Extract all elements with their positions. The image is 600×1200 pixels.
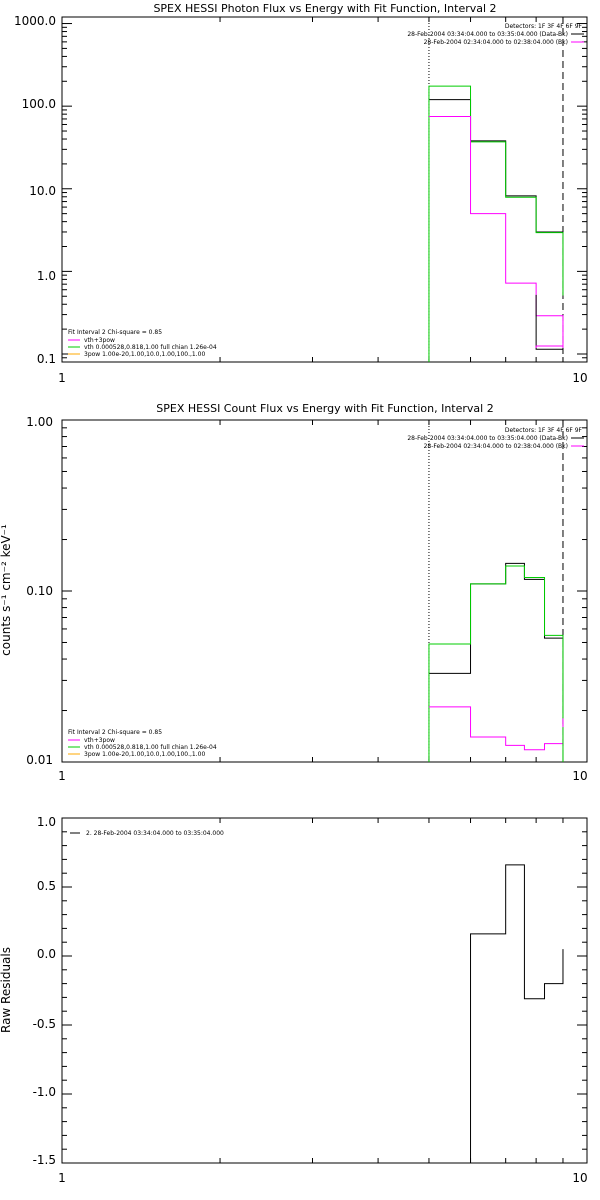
x-tick-label: 10 [572, 371, 587, 385]
y-tick-label: 1.0 [37, 815, 56, 829]
legend-entry: vth 0.000528,0.818,1.00 full chian 1.26e… [84, 344, 217, 351]
photon-flux-title: SPEX HESSI Photon Flux vs Energy with Fi… [153, 2, 496, 15]
x-tick-label: 10 [572, 769, 587, 783]
legend-fit-label: Fit Interval 2 Chi-square = 0.85 [68, 329, 162, 336]
photon-flux-header: Detectors: 1F 3F 4F 6F 9F 28-Feb-2004 03… [407, 23, 584, 46]
residuals-ticks [61, 817, 588, 1164]
residuals-panel: 1.0 0.5 0.0 -0.5 -1.0 -1.5 1 10 Raw Resi… [0, 815, 588, 1185]
y-tick-label: 0.01 [26, 753, 53, 767]
legend-fit-label: Fit Interval 2 Chi-square = 0.85 [68, 729, 162, 736]
residuals-legend-entry: 2. 28-Feb-2004 03:34:04.000 to 03:35:04.… [86, 830, 224, 837]
tail-bin-total [535, 294, 563, 350]
y-tick-label: 1.0 [37, 269, 56, 283]
background-interval-label: 28-Feb-2004 02:34:04.000 to 02:38:04.000… [424, 443, 568, 450]
series-line-vth [428, 85, 564, 362]
y-tick-label: 0.1 [37, 352, 56, 366]
y-tick-label: 1000.0 [14, 14, 56, 28]
legend-entry: vth 0.000528,0.818,1.00 full chian 1.26e… [84, 744, 217, 751]
y-tick-label: 0.0 [37, 947, 56, 961]
count-flux-y-axis-label: counts s⁻¹ cm⁻² keV⁻¹ [0, 524, 13, 656]
y-tick-label: 0.10 [26, 584, 53, 598]
y-tick-label: -0.5 [33, 1017, 56, 1031]
series-line-vth-3pow [428, 115, 564, 349]
photon-flux-ticks [61, 17, 588, 363]
legend-entry: vth+3pow [84, 737, 115, 744]
count-flux-title: SPEX HESSI Count Flux vs Energy with Fit… [156, 402, 493, 415]
x-tick-label: 1 [58, 371, 66, 385]
detectors-label: Detectors: 1F 3F 4F 6F 9F [505, 23, 583, 30]
x-tick-label: 1 [58, 769, 66, 783]
legend-entry: vth+3pow [84, 337, 115, 344]
residuals-axes-box [61, 817, 588, 1164]
legend-entry: 3pow 1.00e-20,1.00,10.0,1.00,100.,1.00 [84, 751, 205, 758]
series-line-background [428, 706, 564, 751]
count-flux-series [428, 420, 564, 762]
count-flux-axes-box [61, 419, 588, 763]
data-interval-label: 28-Feb-2004 03:34:04.000 to 03:35:04.000… [407, 435, 568, 442]
detectors-label: Detectors: 1F 3F 4F 6F 9F [505, 427, 583, 434]
y-tick-label: -1.0 [33, 1085, 56, 1099]
residual-series-line [470, 864, 564, 1163]
y-tick-label: 1.00 [26, 415, 53, 429]
background-interval-label: 28-Feb-2004 02:34:04.000 to 02:38:04.000… [424, 39, 568, 46]
legend-entry: 3pow 1.00e-20,1.00,10.0,1.00,100.,1.00 [84, 351, 205, 358]
x-tick-label: 10 [572, 1171, 587, 1185]
count-flux-ticks [61, 419, 588, 763]
series-line-vth [428, 565, 564, 762]
y-tick-label: -1.5 [33, 1153, 56, 1167]
x-tick-label: 1 [58, 1171, 66, 1185]
series-line-total [428, 99, 564, 295]
count-flux-panel: SPEX HESSI Count Flux vs Energy with Fit… [0, 402, 588, 783]
residuals-y-axis-label: Raw Residuals [0, 947, 13, 1033]
residuals-series [470, 864, 564, 1163]
count-flux-header: Detectors: 1F 3F 4F 6F 9F 28-Feb-2004 03… [407, 427, 584, 450]
photon-flux-panel: SPEX HESSI Photon Flux vs Energy with Fi… [14, 2, 588, 385]
y-tick-label: 10.0 [29, 184, 56, 198]
y-tick-label: 0.5 [37, 879, 56, 893]
photon-flux-legend: Fit Interval 2 Chi-square = 0.85 vth+3po… [68, 329, 217, 358]
count-flux-legend: Fit Interval 2 Chi-square = 0.85 vth+3po… [68, 729, 217, 758]
data-interval-label: 28-Feb-2004 03:34:04.000 to 03:35:04.000… [407, 31, 568, 38]
photon-flux-axes-box [61, 16, 588, 363]
tail-bin-vth-3pow [535, 345, 563, 349]
y-tick-label: 100.0 [22, 97, 56, 111]
photon-flux-y-tick-labels: 0.1 1.0 10.0 100.0 1000.0 [14, 14, 56, 366]
photon-flux-series [428, 17, 564, 362]
